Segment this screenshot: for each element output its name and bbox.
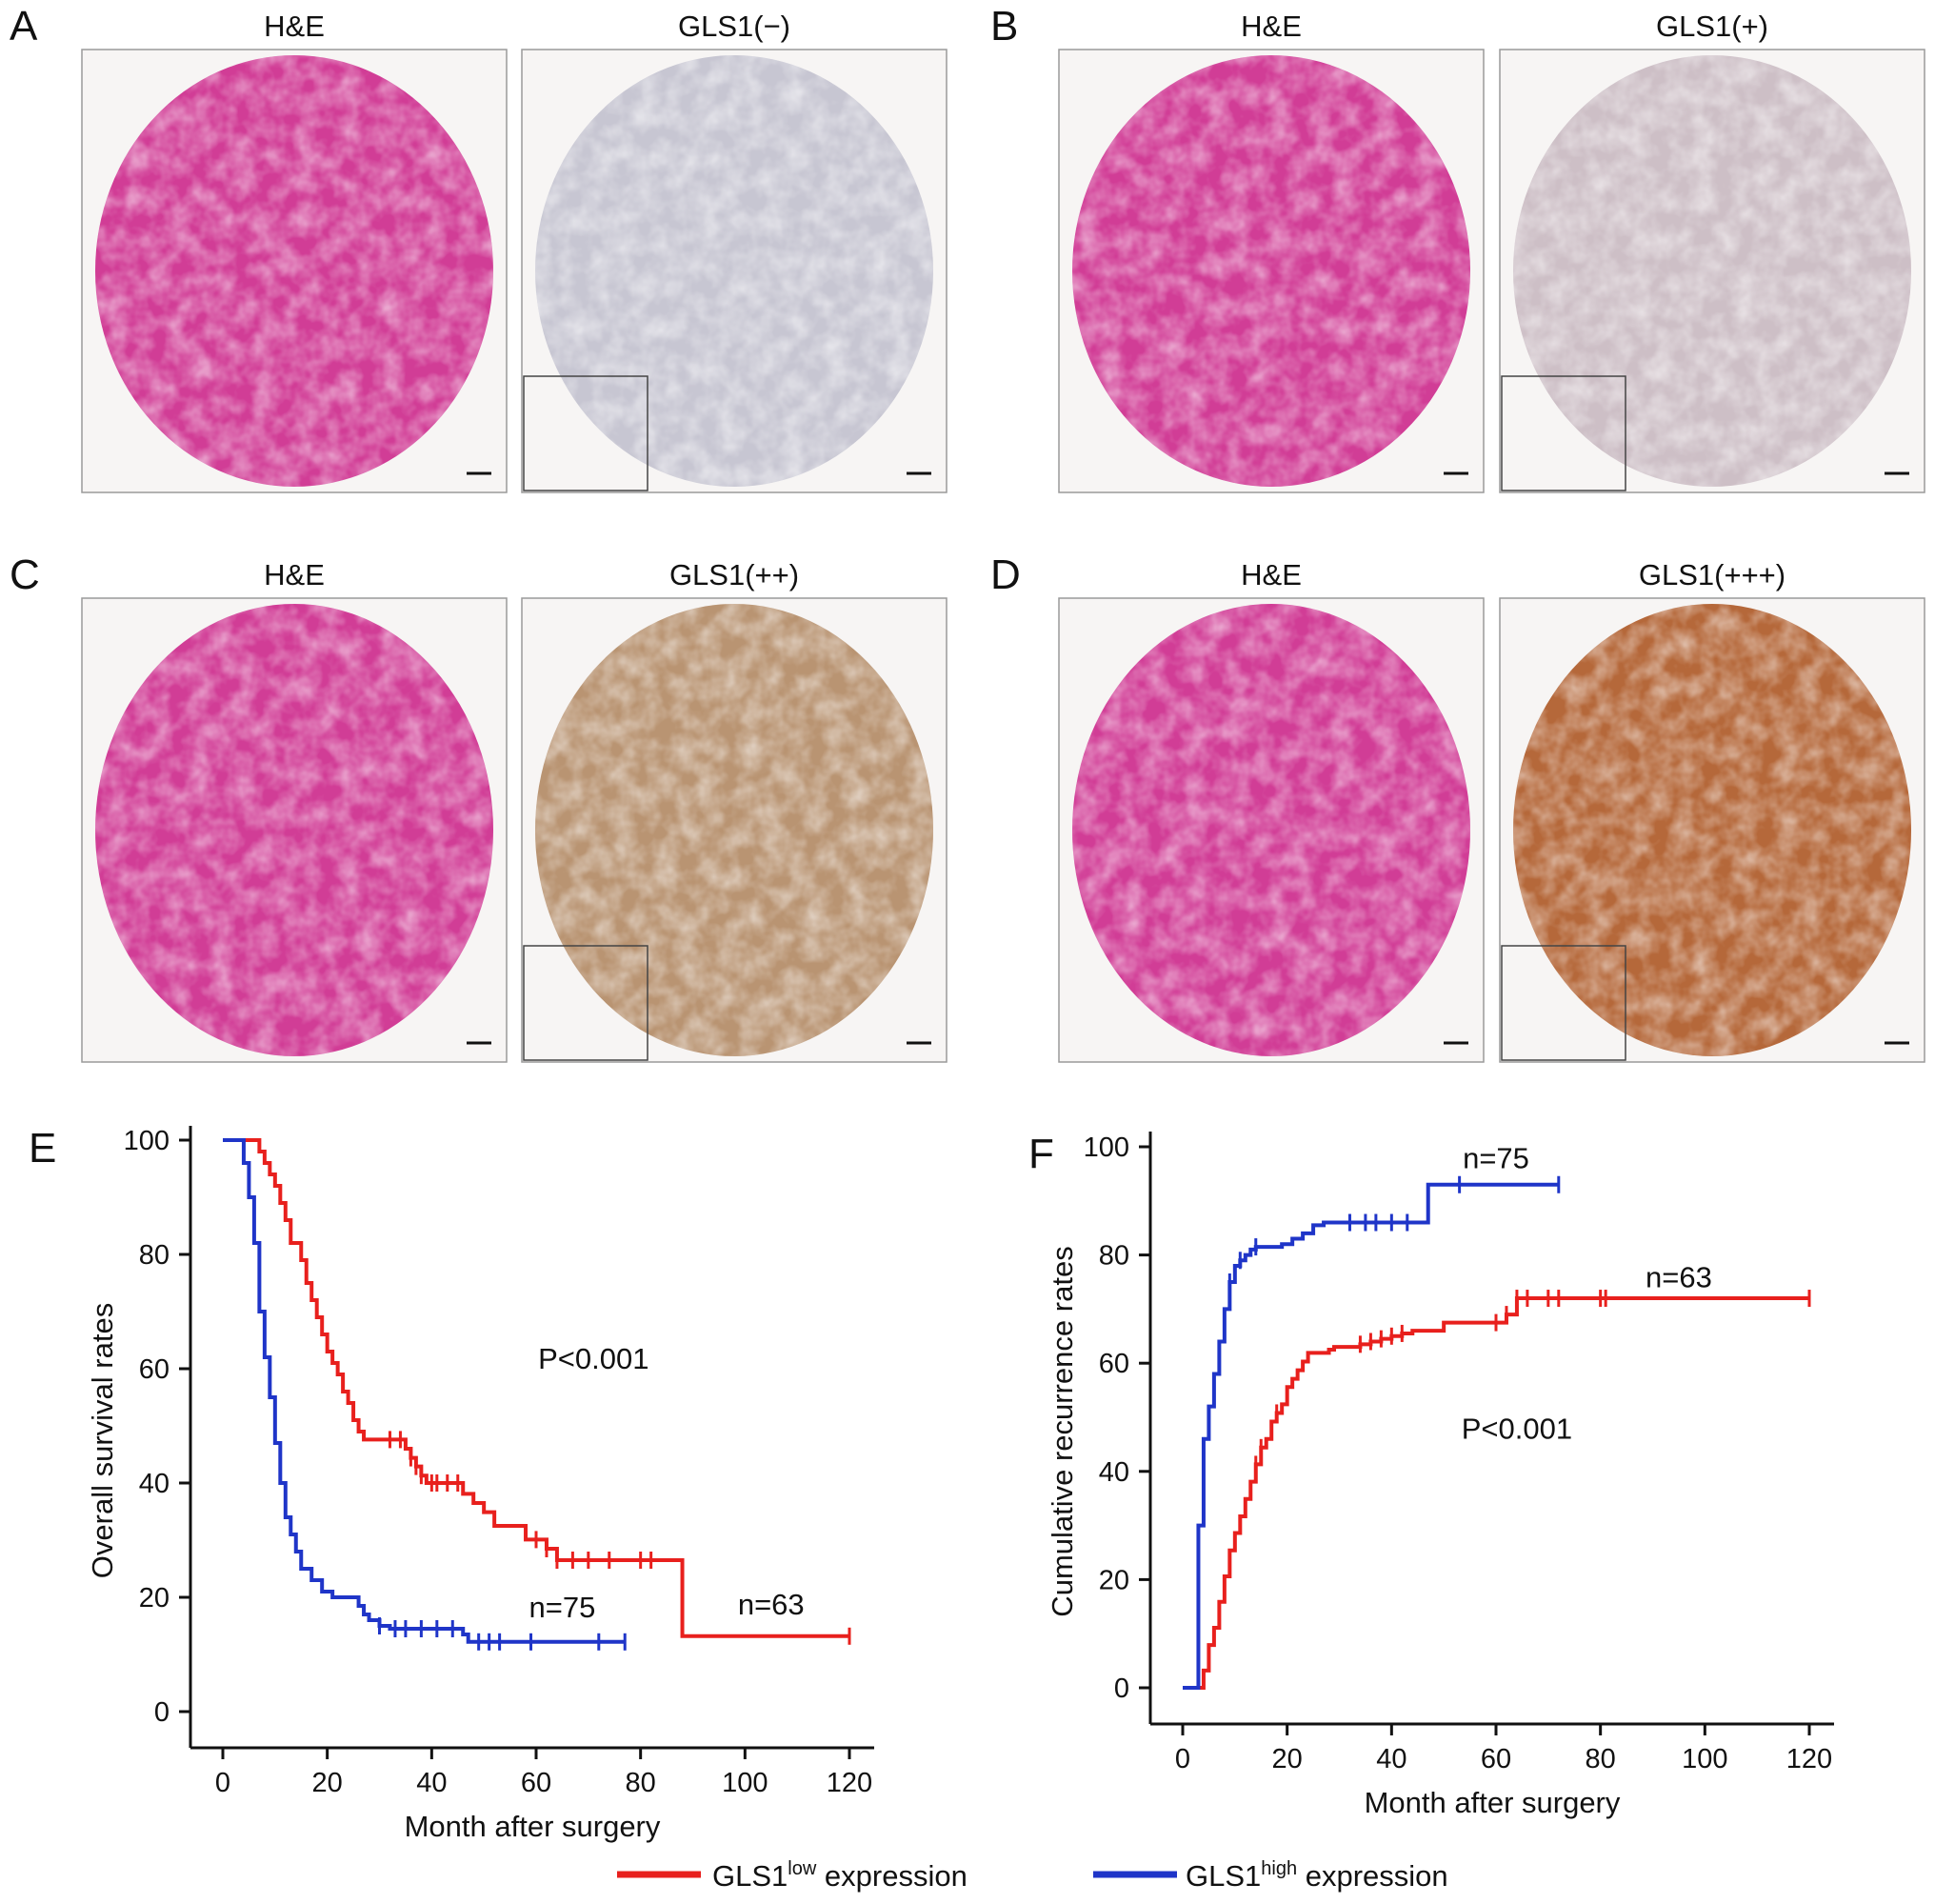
micro-panel-d: D H&E GLS1(+++) [990, 551, 1925, 1063]
tissue-texture [1072, 55, 1470, 487]
he-image [1058, 597, 1485, 1063]
y-tick-label: 60 [139, 1354, 170, 1385]
he-image [81, 597, 508, 1063]
legend-prefix: GLS1 [712, 1859, 788, 1893]
tissue-texture [535, 604, 933, 1056]
gls1-title: GLS1(−) [678, 10, 790, 43]
y-tick-label: 100 [1084, 1132, 1129, 1163]
x-tick-label: 0 [215, 1768, 230, 1798]
x-tick-label: 20 [312, 1768, 343, 1798]
legend-suffix: expression [1297, 1859, 1448, 1893]
panel-letter: A [10, 3, 38, 50]
panel-letter: F [1028, 1131, 1054, 1177]
y-tick-label: 0 [154, 1697, 170, 1728]
x-axis-label: Month after surgery [405, 1810, 661, 1843]
panel-letter: E [29, 1125, 56, 1172]
tissue-texture [1072, 604, 1470, 1056]
y-tick-label: 40 [139, 1469, 170, 1499]
gls1-title: GLS1(+++) [1639, 558, 1785, 591]
survival-charts: E 0 20 40 60 80 100 0 20 40 60 80 100 120 Month after … [29, 1125, 1834, 1843]
inset-box [1501, 375, 1626, 491]
y-tick-label: 20 [1099, 1565, 1129, 1595]
he-title: H&E [1241, 558, 1302, 591]
he-image [81, 49, 508, 493]
gls1-title: GLS1(+) [1656, 10, 1768, 43]
legend-label: GLS1high expression [1186, 1858, 1448, 1893]
legend-item-high: GLS1high expression [1093, 1858, 1448, 1893]
y-axis-label: Cumulative recurrence rates [1046, 1246, 1079, 1616]
km-curve-low [223, 1138, 849, 1638]
y-tick-label: 80 [1099, 1241, 1129, 1272]
annotation: n=75 [1463, 1142, 1529, 1175]
x-tick-label: 40 [416, 1768, 447, 1798]
x-tick-label: 20 [1272, 1744, 1303, 1774]
x-tick-label: 40 [1376, 1744, 1406, 1774]
ihc-image [1499, 597, 1925, 1063]
x-tick-label: 120 [1786, 1744, 1832, 1774]
tissue-texture [95, 55, 493, 487]
inset-box [523, 375, 648, 491]
ihc-image [521, 49, 948, 493]
x-tick-label: 80 [626, 1768, 656, 1798]
ihc-image [521, 597, 948, 1063]
x-tick-label: 60 [521, 1768, 551, 1798]
tissue-texture [95, 604, 493, 1056]
km-curve-high [223, 1138, 626, 1644]
tissue-texture [1513, 55, 1911, 487]
legend-suffix: expression [816, 1859, 968, 1893]
annotation: n=63 [1646, 1261, 1712, 1294]
gls1-title: GLS1(++) [669, 558, 799, 591]
chart-e: E 0 20 40 60 80 100 0 20 40 60 80 100 120 Month after … [29, 1125, 874, 1843]
tissue-texture [535, 55, 933, 487]
annotation: n=75 [529, 1591, 596, 1624]
y-tick-label: 40 [1099, 1457, 1129, 1488]
legend-sup: low [788, 1858, 817, 1879]
y-tick-label: 0 [1114, 1674, 1129, 1704]
he-image [1058, 49, 1485, 493]
panel-letter: C [10, 551, 40, 598]
x-tick-label: 0 [1175, 1744, 1190, 1774]
legend-prefix: GLS1 [1186, 1859, 1261, 1893]
panel-letter: D [990, 551, 1021, 598]
x-tick-label: 100 [722, 1768, 768, 1798]
inset-box [523, 945, 648, 1061]
inset-box [1501, 945, 1626, 1061]
x-tick-label: 80 [1586, 1744, 1616, 1774]
chart-f: F 0 20 40 60 80 100 0 20 40 60 80 100 120 Month after … [1028, 1131, 1834, 1819]
x-tick-label: 120 [827, 1768, 872, 1798]
annotation: P<0.001 [1462, 1413, 1572, 1446]
y-tick-label: 60 [1099, 1349, 1129, 1379]
y-tick-label: 80 [139, 1240, 170, 1271]
y-tick-label: 20 [139, 1583, 170, 1613]
legend-sup: high [1261, 1858, 1297, 1879]
y-tick-label: 100 [124, 1126, 170, 1156]
annotation: P<0.001 [538, 1342, 648, 1375]
y-axis-label: Overall survival rates [86, 1303, 119, 1578]
km-curve-low [1183, 1296, 1809, 1690]
he-title: H&E [264, 10, 325, 43]
micro-panel-a: A H&E GLS1(−) [10, 3, 948, 493]
he-title: H&E [264, 558, 325, 591]
legend-item-low: GLS1low expression [617, 1858, 968, 1893]
panel-letter: B [990, 3, 1018, 50]
micro-panel-c: C H&E GLS1(++) [10, 551, 948, 1063]
he-title: H&E [1241, 10, 1302, 43]
legend-label: GLS1low expression [712, 1858, 968, 1893]
x-tick-label: 100 [1682, 1744, 1727, 1774]
micrograph-panels: A H&E GLS1(−) B H&E GLS1(+) C H&E GLS1(++) D H&E GL… [10, 3, 1925, 1063]
ihc-image [1499, 49, 1925, 493]
x-tick-label: 60 [1481, 1744, 1511, 1774]
tissue-texture [1513, 604, 1911, 1056]
legend: GLS1low expression GLS1high expression [617, 1858, 1448, 1893]
micro-panel-b: B H&E GLS1(+) [990, 3, 1925, 493]
annotation: n=63 [738, 1588, 805, 1621]
x-axis-label: Month after surgery [1365, 1786, 1621, 1819]
